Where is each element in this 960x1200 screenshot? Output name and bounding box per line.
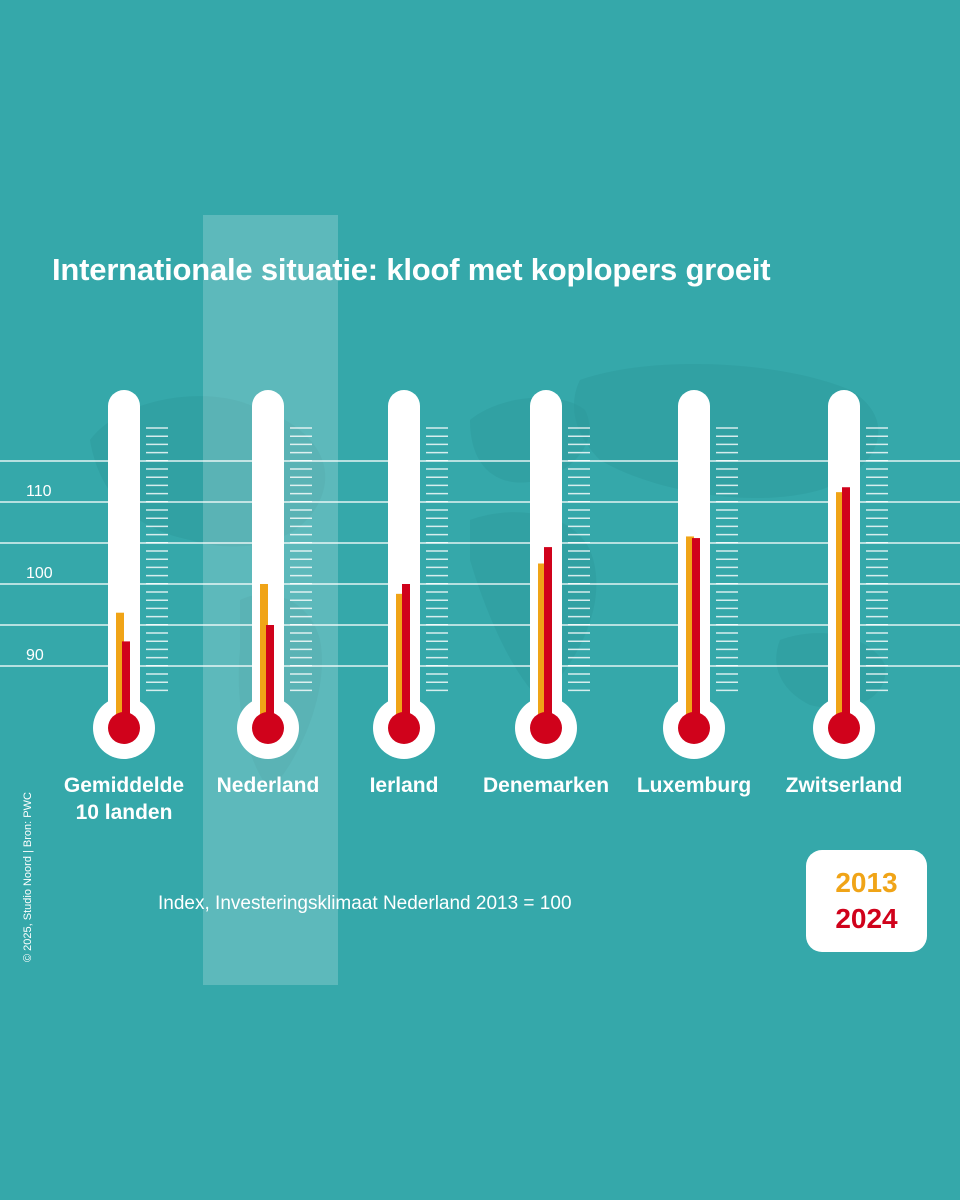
legend-2013: 2013: [835, 867, 898, 898]
legend-2024: 2024: [835, 903, 898, 934]
thermometer-bulb: [252, 712, 284, 744]
bar-2024: [544, 547, 552, 728]
thermometer-bulb: [388, 712, 420, 744]
thermometer: [237, 390, 312, 759]
category-label: Gemiddelde 10 landen: [63, 774, 185, 824]
source-credit: © 2025, Studio Noord | Bron: PWC: [22, 792, 34, 962]
y-tick-label: 90: [26, 647, 44, 664]
map-landmass: [574, 363, 879, 499]
category-label: Nederland: [216, 774, 320, 797]
bar-2013: [116, 612, 124, 728]
y-tick-label: 100: [26, 565, 53, 582]
thermometer: [515, 390, 590, 759]
category-label: Denemarken: [482, 774, 610, 797]
thermometer-bulb: [108, 712, 140, 744]
y-tick-label: 110: [26, 483, 52, 500]
bar-2013: [538, 563, 546, 728]
bar-2013: [396, 593, 404, 728]
legend: 2013 2024: [806, 850, 927, 952]
bar-2013: [260, 584, 268, 728]
chart-title: Internationale situatie: kloof met koplo…: [52, 252, 771, 287]
thermometer-bulb: [678, 712, 710, 744]
category-label: Luxemburg: [636, 774, 752, 797]
thermometer: [663, 390, 738, 759]
thermometer-bulb: [828, 712, 860, 744]
bar-2013: [686, 536, 694, 728]
thermometer: [373, 390, 448, 759]
bar-2013: [836, 492, 844, 728]
bar-2024: [266, 625, 274, 728]
thermometer-bulb: [530, 712, 562, 744]
bar-2024: [122, 641, 130, 728]
axis-note: Index, Investeringsklimaat Nederland 201…: [158, 893, 572, 914]
category-label: Zwitserland: [785, 774, 903, 797]
category-label: Ierland: [369, 774, 439, 797]
bar-2024: [692, 538, 700, 728]
bar-2024: [842, 487, 850, 728]
thermometers: [93, 390, 888, 759]
thermometer: [813, 390, 888, 759]
bar-2024: [402, 584, 410, 728]
thermometer: [93, 390, 168, 759]
map-landmass: [470, 397, 590, 483]
